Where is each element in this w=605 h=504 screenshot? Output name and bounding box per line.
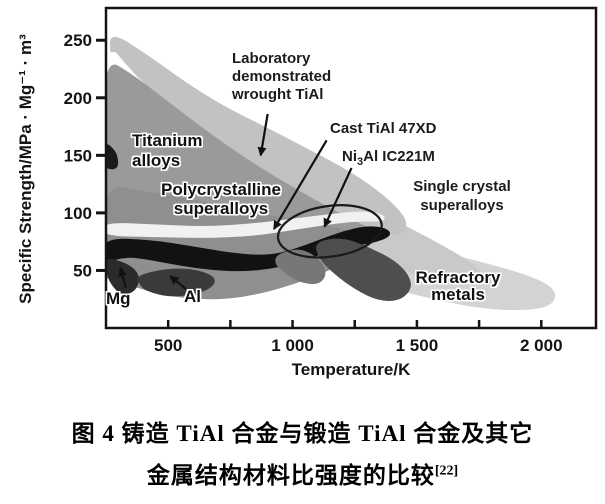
region-wrought-tial-envelope — [109, 36, 407, 235]
region-cast-tial-band — [107, 226, 391, 272]
label-ni3al-ic221m: Ni3Al IC221M — [342, 148, 435, 168]
label-line: superalloys — [420, 197, 504, 214]
mg-arrow — [118, 267, 127, 289]
label-cast-tial-47xd: Cast TiAl 47XD — [330, 120, 437, 137]
region-titanium-alloys — [107, 64, 373, 236]
label-titanium-alloys: Titanium alloys — [132, 131, 203, 171]
caption-text: 金属结构材料比强度的比较 — [146, 463, 435, 488]
caption-line-1: 图 4 铸造 TiAl 合金与锻造 TiAl 合金及其它 — [71, 421, 534, 446]
label-line: Polycrystalline — [160, 180, 281, 199]
label-polycrystalline-superalloys: Polycrystalline superalloys — [133, 180, 309, 218]
label-part: Ni — [342, 148, 357, 165]
regions-layer — [107, 36, 556, 311]
y-axis-title: Specific Strength/MPa · Mg⁻¹ · m³ — [16, 34, 35, 304]
region-titanium-notch — [107, 144, 119, 170]
label-part: Al IC221M — [363, 148, 435, 165]
label-refractory-metals: Refractory metals — [394, 269, 522, 303]
al-arrow — [169, 275, 187, 290]
y-tick-label: 150 — [64, 146, 92, 165]
caption-reference: [22] — [434, 463, 459, 479]
label-laboratory-wrought-tial: Laboratory demonstrated wrought TiAl — [232, 50, 331, 104]
x-tick-label: 500 — [154, 336, 182, 355]
chart-canvas: 500 1 000 1 500 2 000 50 100 150 200 250 — [64, 6, 598, 355]
y-tick-label: 100 — [64, 204, 92, 223]
y-tick-label: 200 — [64, 89, 92, 108]
caption-line-2: 金属结构材料比强度的比较[22] — [0, 456, 605, 490]
label-line: Single crystal — [413, 178, 511, 195]
x-tick-label: 1 500 — [396, 336, 439, 355]
arrows-layer — [118, 113, 353, 290]
region-gap-band — [107, 211, 385, 238]
label-mg: Mg — [106, 289, 131, 308]
laboratory-arrow — [257, 113, 269, 157]
label-line: wrought TiAl — [232, 86, 324, 103]
cast-tial-47xd-outline — [276, 204, 383, 259]
label-line: Titanium — [132, 131, 203, 150]
label-line: demonstrated — [232, 68, 332, 85]
label-line: metals — [431, 285, 485, 304]
x-axis-title: Temperature/K — [291, 360, 411, 379]
ni3al-arrow — [323, 167, 353, 228]
plot-frame — [104, 6, 598, 330]
x-tick-label: 1 000 — [271, 336, 314, 355]
label-line: superalloys — [173, 199, 269, 218]
ticks-layer: 500 1 000 1 500 2 000 50 100 150 200 250 — [64, 31, 563, 355]
label-line: Laboratory — [232, 50, 311, 67]
label-al: Al — [184, 287, 201, 306]
label-line: alloys — [132, 151, 181, 170]
y-tick-label: 50 — [73, 261, 92, 280]
label-line: Refractory — [415, 268, 501, 287]
x-tick-label: 2 000 — [520, 336, 563, 355]
label-subscript: 3 — [357, 156, 364, 168]
y-tick-label: 250 — [64, 31, 92, 50]
label-single-crystal-superalloys: Single crystal superalloys — [378, 177, 546, 215]
cast-arrow — [272, 139, 328, 230]
